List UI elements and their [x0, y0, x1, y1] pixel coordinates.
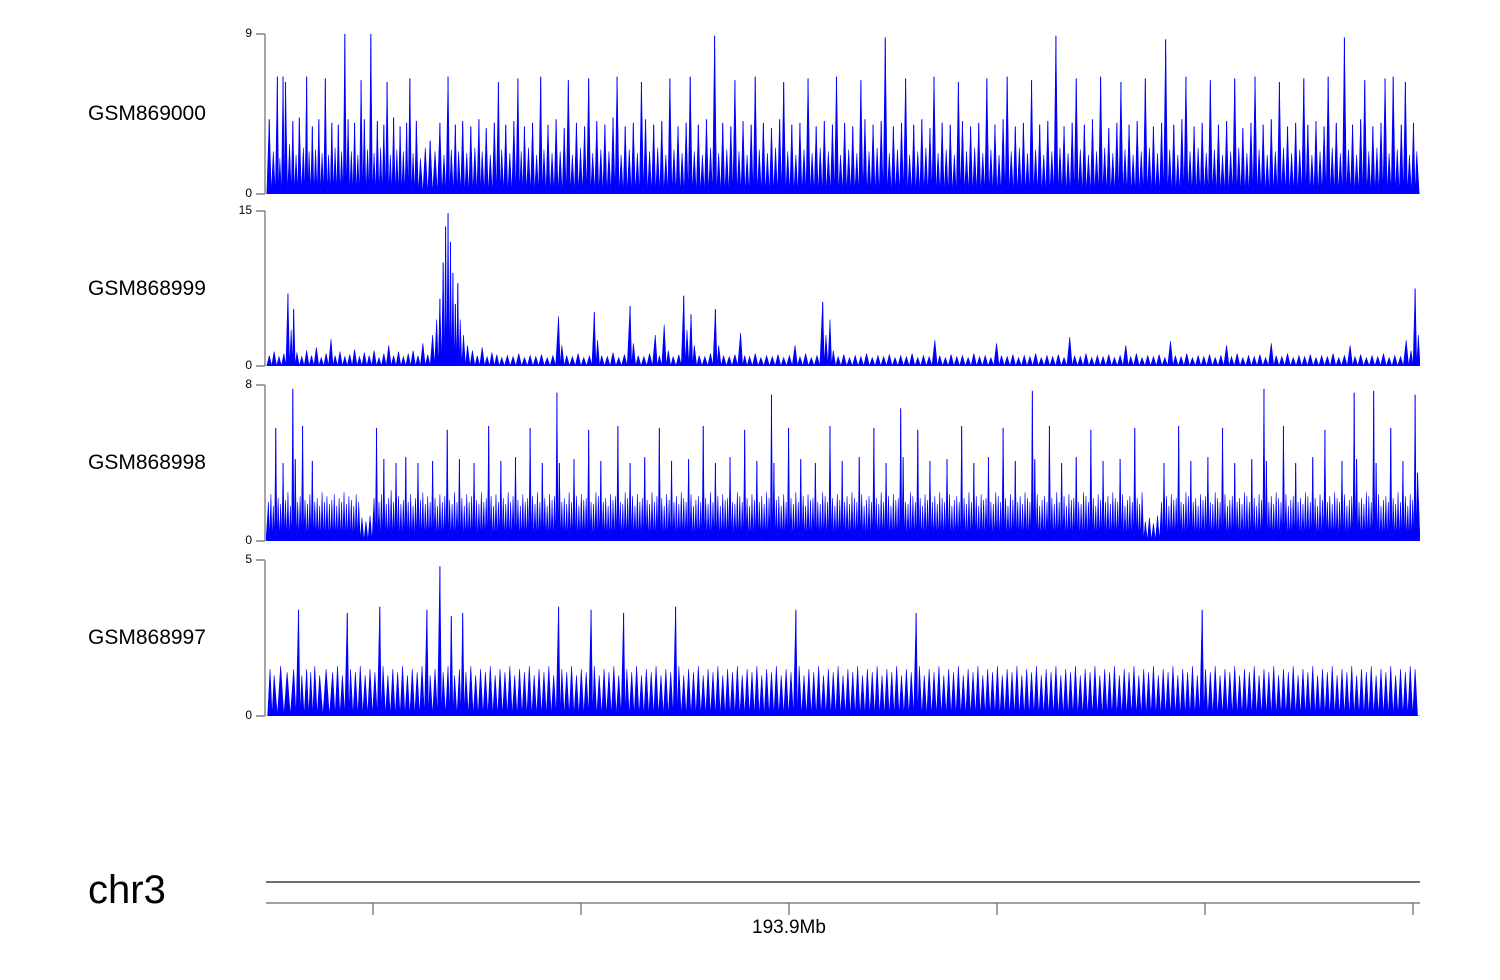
y-axis-min-label: 0	[245, 358, 252, 372]
signal-area-svg	[266, 213, 1420, 366]
signal-area-svg	[266, 566, 1420, 716]
y-axis-min-label: 0	[245, 708, 252, 722]
y-axis-max-label: 8	[245, 377, 252, 391]
chromosome-center-tick-label: 193.9Mb	[752, 917, 826, 938]
chromosome-name-label: chr3	[88, 868, 166, 912]
signal-area-svg	[266, 34, 1420, 194]
y-axis-max-label: 5	[245, 552, 252, 566]
track-label-gsm868999: GSM868999	[88, 276, 206, 300]
signal-plot-area	[266, 34, 1420, 194]
chromosome-axis-section: chr3 193.9Mb	[0, 860, 1500, 960]
y-axis-min-label: 0	[245, 533, 252, 547]
y-axis-bracket	[256, 559, 266, 717]
track-label-gsm868998: GSM868998	[88, 451, 206, 474]
signal-plot-area	[266, 211, 1420, 366]
y-axis-max-label: 9	[245, 26, 252, 40]
track-label-gsm869000: GSM869000	[88, 102, 206, 125]
track-label-gsm868997: GSM868997	[88, 626, 206, 649]
y-axis-max-label: 15	[238, 203, 252, 217]
y-axis-min-label: 0	[245, 186, 252, 200]
signal-area-svg	[266, 388, 1420, 541]
signal-plot-area	[266, 560, 1420, 716]
chromosome-axis-svg	[266, 881, 1420, 915]
signal-plot-area	[266, 385, 1420, 541]
y-axis-bracket	[256, 210, 266, 367]
y-axis-bracket	[256, 33, 266, 195]
y-axis-bracket	[256, 384, 266, 542]
